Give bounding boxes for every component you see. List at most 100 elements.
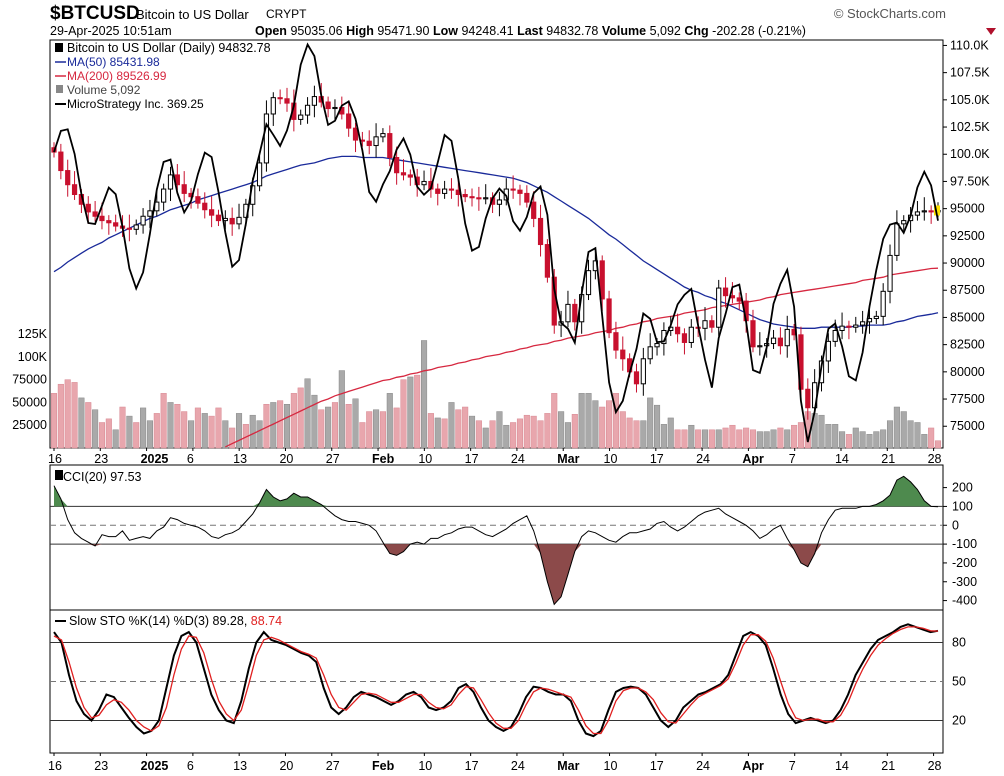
cci-negative-fill (88, 544, 822, 605)
mstr-line (53, 42, 939, 443)
candle-body (195, 196, 201, 204)
volume-bar (619, 411, 626, 449)
candle-body (565, 303, 571, 323)
open-value: 95035.06 (290, 24, 343, 38)
price-tick-label: 97.50K (950, 174, 990, 188)
price-tick-label: 85000 (950, 310, 985, 324)
candle-body (400, 172, 407, 176)
volume-bar (85, 402, 92, 449)
price-tick-label: 107.5K (950, 66, 990, 80)
volume-bar (633, 420, 640, 449)
volume-bar (462, 406, 469, 449)
price-tick-label: 80000 (950, 365, 985, 379)
volume-bar (701, 429, 709, 449)
ma200-line (225, 267, 939, 448)
candle-body (421, 180, 427, 186)
legend-sto-d: 88.74 (251, 614, 282, 628)
volume-bar (98, 422, 106, 449)
volume-bar (736, 429, 743, 449)
sto-k-line (53, 623, 939, 738)
candle-body (688, 326, 694, 343)
volume-bar (763, 431, 770, 449)
volume-bar (112, 429, 119, 449)
volume-bar (455, 409, 462, 449)
volume-bar (503, 424, 510, 449)
volume-bar (667, 417, 674, 449)
candle-body (161, 188, 167, 203)
candle-body (805, 388, 811, 409)
candle-body (304, 104, 311, 116)
date-tick-label: 13 (233, 452, 247, 466)
candle-body (531, 201, 537, 219)
candle-body (263, 113, 270, 164)
volume-bar (174, 404, 181, 449)
exchange-label: CRYPT (266, 7, 307, 21)
volume-bar (612, 393, 619, 449)
volume-bar (825, 424, 832, 449)
candle-body (825, 340, 831, 362)
volume-bar (167, 402, 174, 449)
last-price-marker (934, 205, 940, 216)
candle-body (770, 337, 777, 345)
mstr-path (53, 42, 939, 443)
legend-volume-icon (56, 85, 63, 93)
date-tick-label: Mar (557, 759, 579, 773)
candle-body (517, 189, 523, 194)
volume-bar (249, 414, 256, 449)
candle-body (106, 220, 112, 224)
volume-bar (256, 420, 263, 449)
sto-d-line (53, 626, 939, 735)
candle-body (311, 96, 318, 106)
volume-bar (359, 422, 366, 449)
candle-body (435, 188, 441, 194)
volume-label: Volume (601, 24, 647, 38)
volume-bar (818, 414, 825, 449)
candle-body (647, 346, 653, 360)
candle-body (510, 188, 516, 191)
volume-bar (660, 424, 667, 449)
candle-body (140, 215, 146, 226)
cci-tick-label: -200 (952, 556, 977, 570)
date-tick-label: 14 (835, 452, 849, 466)
volume-bar (510, 422, 517, 449)
candle-body (476, 197, 482, 200)
candle-body (380, 133, 386, 138)
date-tick-label: 7 (789, 452, 796, 466)
volume-bar (235, 413, 243, 449)
volume-bar (434, 417, 441, 449)
brand-watermark[interactable]: © StockCharts.com (833, 6, 946, 21)
candle-body (716, 287, 722, 328)
volume-bar (222, 420, 229, 449)
legend-sto: Slow STO %K(14) %D(3) 89.28, 88.74 (69, 614, 282, 628)
candle-body (736, 297, 742, 302)
ma200-path (225, 267, 939, 448)
candle-body (325, 101, 331, 110)
volume-bar (695, 429, 702, 449)
ma50-line (53, 155, 939, 329)
candle-body (483, 197, 489, 200)
date-tick-label: 28 (928, 759, 942, 773)
quote-datetime: 29-Apr-2025 10:51am (50, 24, 172, 38)
candle-body (613, 332, 619, 351)
volume-bar (57, 383, 64, 449)
date-tick-label: 24 (511, 759, 525, 773)
candle-body (147, 210, 153, 217)
price-tick-label: 92500 (950, 229, 985, 243)
candle-body (229, 217, 235, 225)
volume-bar (749, 429, 757, 449)
date-tick-label: 27 (326, 759, 340, 773)
low-value: 94248.41 (461, 24, 514, 38)
axis-labels: 110.0K 107.5K 105.0K 102.5K 100.0K 97.50K 9500… (12, 38, 990, 773)
volume-bar (352, 398, 359, 449)
date-tick-label: 2025 (141, 452, 169, 466)
volume-bar (325, 406, 332, 449)
volume-bar (886, 420, 894, 449)
volume-bar (722, 427, 729, 449)
date-tick-label: 6 (187, 759, 194, 773)
candle-body (65, 170, 71, 186)
volume-bar (537, 420, 544, 449)
candle-body (681, 333, 688, 343)
candle-body (215, 214, 222, 222)
volume-bars (50, 340, 942, 449)
